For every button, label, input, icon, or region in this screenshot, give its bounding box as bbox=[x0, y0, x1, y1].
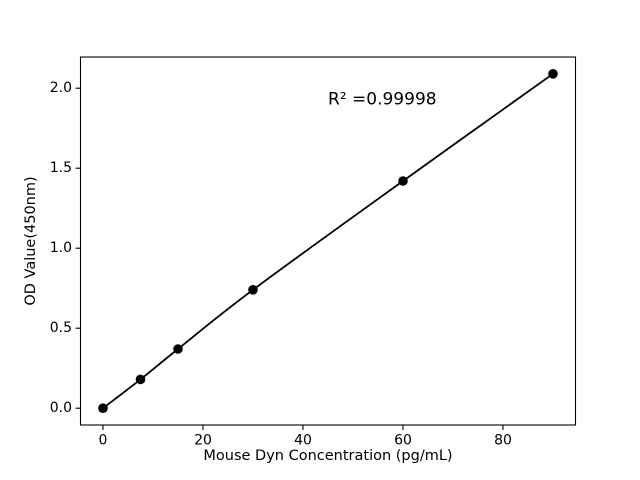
data-point bbox=[248, 285, 258, 295]
data-point bbox=[135, 374, 146, 385]
y-tick-label: 2.0 bbox=[50, 80, 72, 96]
y-tick-label: 1.0 bbox=[50, 240, 72, 256]
x-tick-label: 40 bbox=[294, 433, 312, 449]
data-point bbox=[548, 69, 558, 79]
y-tick-label: 0.5 bbox=[50, 320, 72, 336]
y-tick-label: 1.5 bbox=[50, 160, 72, 176]
y-axis-label: OD Value(450nm) bbox=[23, 176, 39, 305]
x-tick-label: 0 bbox=[99, 433, 108, 449]
x-tick-label: 20 bbox=[194, 433, 212, 449]
r-squared-annotation: R² =0.99998 bbox=[328, 89, 437, 109]
plot-area bbox=[79, 56, 577, 426]
y-tick-label: 0.0 bbox=[50, 400, 72, 416]
x-axis-label: Mouse Dyn Concentration (pg/mL) bbox=[203, 448, 452, 464]
data-point bbox=[173, 344, 183, 354]
x-tick-label: 60 bbox=[394, 433, 412, 449]
x-tick-label: 80 bbox=[494, 433, 512, 449]
data-point bbox=[398, 176, 408, 186]
data-point bbox=[98, 403, 108, 414]
